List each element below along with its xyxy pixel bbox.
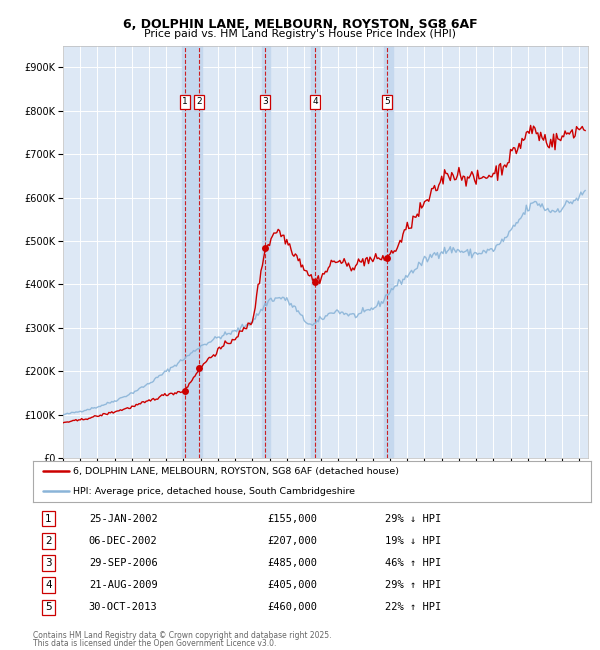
Text: 06-DEC-2002: 06-DEC-2002	[89, 536, 158, 546]
Text: 5: 5	[46, 603, 52, 612]
Point	[180, 385, 190, 396]
Text: 29-SEP-2006: 29-SEP-2006	[89, 558, 158, 568]
Text: 2: 2	[197, 98, 202, 107]
Text: 6, DOLPHIN LANE, MELBOURN, ROYSTON, SG8 6AF: 6, DOLPHIN LANE, MELBOURN, ROYSTON, SG8 …	[122, 18, 478, 31]
Text: £460,000: £460,000	[268, 603, 317, 612]
Point	[260, 242, 270, 253]
Text: £155,000: £155,000	[268, 514, 317, 523]
Point	[194, 363, 204, 374]
Text: 22% ↑ HPI: 22% ↑ HPI	[385, 603, 441, 612]
Text: This data is licensed under the Open Government Licence v3.0.: This data is licensed under the Open Gov…	[33, 639, 277, 648]
Text: 30-OCT-2013: 30-OCT-2013	[89, 603, 158, 612]
Text: 21-AUG-2009: 21-AUG-2009	[89, 580, 158, 590]
Bar	[262, 46, 271, 458]
Text: 1: 1	[182, 98, 188, 107]
Text: 3: 3	[46, 558, 52, 568]
Point	[310, 277, 320, 287]
Text: 25-JAN-2002: 25-JAN-2002	[89, 514, 158, 523]
Text: HPI: Average price, detached house, South Cambridgeshire: HPI: Average price, detached house, Sout…	[73, 487, 355, 496]
Text: 5: 5	[384, 98, 390, 107]
Text: 29% ↓ HPI: 29% ↓ HPI	[385, 514, 441, 523]
Text: £405,000: £405,000	[268, 580, 317, 590]
Text: 3: 3	[262, 98, 268, 107]
Text: 29% ↑ HPI: 29% ↑ HPI	[385, 580, 441, 590]
Point	[382, 254, 392, 264]
Text: £207,000: £207,000	[268, 536, 317, 546]
Text: 4: 4	[312, 98, 318, 107]
Text: 2: 2	[46, 536, 52, 546]
Bar	[182, 46, 202, 458]
Text: Price paid vs. HM Land Registry's House Price Index (HPI): Price paid vs. HM Land Registry's House …	[144, 29, 456, 39]
Text: 19% ↓ HPI: 19% ↓ HPI	[385, 536, 441, 546]
Text: 6, DOLPHIN LANE, MELBOURN, ROYSTON, SG8 6AF (detached house): 6, DOLPHIN LANE, MELBOURN, ROYSTON, SG8 …	[73, 467, 399, 476]
Bar	[311, 46, 319, 458]
Text: Contains HM Land Registry data © Crown copyright and database right 2025.: Contains HM Land Registry data © Crown c…	[33, 630, 331, 640]
Bar	[384, 46, 392, 458]
Text: 1: 1	[46, 514, 52, 523]
Text: 4: 4	[46, 580, 52, 590]
Text: 46% ↑ HPI: 46% ↑ HPI	[385, 558, 441, 568]
Text: £485,000: £485,000	[268, 558, 317, 568]
